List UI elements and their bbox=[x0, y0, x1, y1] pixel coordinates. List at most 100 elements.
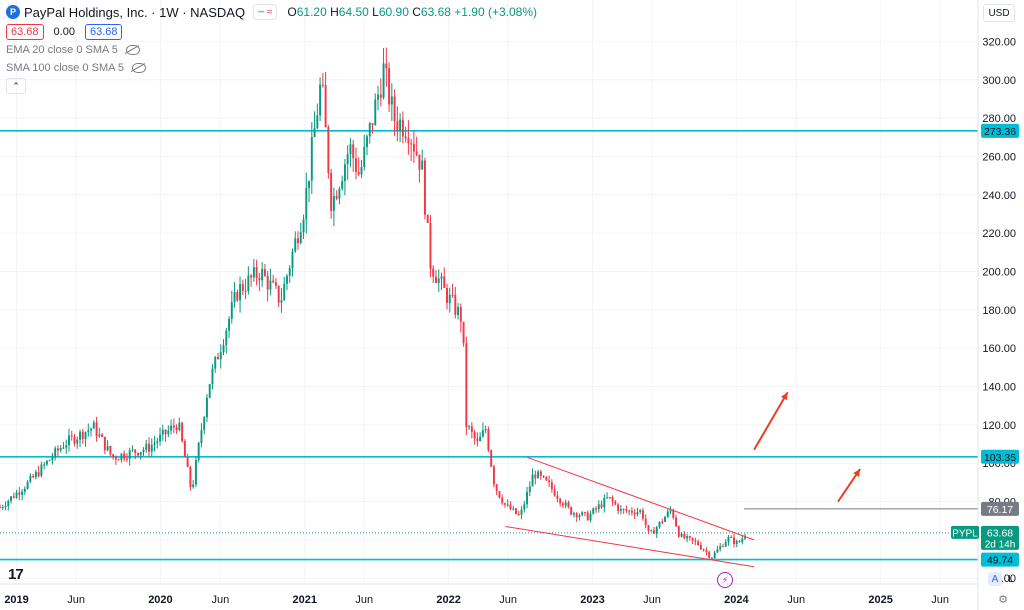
currency-button[interactable]: USD bbox=[983, 4, 1015, 22]
candle bbox=[625, 505, 628, 514]
candle bbox=[457, 303, 460, 320]
candle bbox=[694, 537, 697, 546]
candle bbox=[239, 276, 242, 313]
wedge-trendline[interactable] bbox=[527, 456, 755, 541]
candle bbox=[385, 47, 388, 87]
candle bbox=[388, 62, 391, 113]
candle bbox=[597, 500, 600, 513]
candle bbox=[584, 511, 586, 517]
bid-box[interactable]: 63.68 bbox=[6, 24, 44, 40]
candle bbox=[542, 475, 545, 479]
candle bbox=[134, 449, 137, 460]
candle bbox=[727, 534, 730, 546]
candle bbox=[208, 383, 211, 399]
candle bbox=[506, 499, 509, 507]
candle bbox=[291, 248, 294, 277]
candle bbox=[710, 557, 713, 560]
collapse-legend-button[interactable]: ⌃ bbox=[6, 78, 26, 94]
tradingview-logo[interactable]: 17 bbox=[8, 566, 24, 583]
candle bbox=[396, 106, 399, 142]
candle bbox=[150, 438, 153, 457]
candle bbox=[697, 539, 700, 546]
candle bbox=[294, 231, 297, 253]
candle bbox=[448, 287, 451, 313]
candle bbox=[699, 541, 702, 551]
indicator-ema[interactable]: EMA 20 close 0 SMA 5 bbox=[6, 44, 140, 56]
candle bbox=[4, 501, 7, 511]
candle bbox=[520, 505, 523, 520]
flash-icon[interactable]: ⚡ bbox=[717, 572, 733, 588]
candle bbox=[62, 442, 65, 450]
eye-hidden-icon[interactable] bbox=[132, 63, 147, 73]
candle bbox=[575, 512, 578, 522]
candle bbox=[332, 187, 335, 227]
candle bbox=[73, 433, 76, 447]
candle bbox=[0, 504, 1, 509]
projection-arrow[interactable] bbox=[753, 391, 789, 451]
x-tick-label: Jun bbox=[787, 594, 805, 606]
level-price-label bbox=[981, 501, 1019, 516]
candle bbox=[481, 422, 484, 438]
candle bbox=[346, 145, 349, 180]
candle bbox=[343, 158, 346, 196]
candle bbox=[101, 433, 104, 438]
compare-icon[interactable]: ━ ≈ bbox=[253, 4, 278, 20]
candle bbox=[76, 436, 79, 449]
candle bbox=[244, 278, 247, 300]
candle bbox=[203, 415, 206, 435]
candle bbox=[354, 147, 357, 180]
candle bbox=[250, 273, 253, 287]
candle bbox=[459, 303, 462, 333]
candle bbox=[117, 458, 120, 461]
candle bbox=[159, 427, 162, 446]
candle bbox=[15, 489, 18, 499]
candle bbox=[691, 537, 694, 544]
candle bbox=[528, 481, 531, 497]
auto-scale-button[interactable]: A bbox=[988, 572, 1002, 586]
log-scale-button[interactable]: L bbox=[1008, 573, 1014, 585]
candle bbox=[595, 506, 597, 514]
candle bbox=[492, 464, 495, 488]
candle bbox=[526, 486, 529, 509]
candle bbox=[7, 499, 10, 511]
candle bbox=[280, 287, 283, 313]
candle bbox=[189, 465, 192, 491]
candle bbox=[683, 530, 686, 540]
candle bbox=[125, 453, 128, 463]
ask-box[interactable]: 63.68 bbox=[84, 24, 123, 40]
candle bbox=[288, 264, 291, 284]
eye-hidden-icon[interactable] bbox=[125, 45, 140, 55]
y-tick-label: 280.00 bbox=[982, 113, 1016, 125]
spread-value: 0.00 bbox=[49, 25, 79, 39]
candle bbox=[617, 502, 620, 515]
wedge-trendline[interactable] bbox=[505, 525, 755, 568]
indicator-sma[interactable]: SMA 100 close 0 SMA 5 bbox=[6, 62, 147, 74]
candle bbox=[349, 137, 352, 168]
candle bbox=[258, 272, 261, 292]
projection-arrow[interactable] bbox=[837, 468, 861, 503]
candle bbox=[636, 507, 639, 517]
candle bbox=[139, 451, 142, 460]
candle bbox=[217, 352, 219, 360]
candle bbox=[564, 499, 567, 509]
candle bbox=[586, 510, 589, 521]
candle bbox=[468, 424, 471, 430]
candle bbox=[446, 283, 448, 310]
settings-gear-icon[interactable]: ⚙ bbox=[998, 593, 1008, 606]
y-tick-label: 300.00 bbox=[982, 75, 1016, 87]
x-tick-label: 2020 bbox=[148, 594, 172, 606]
candle bbox=[56, 445, 59, 457]
x-tick-label: 2024 bbox=[724, 594, 749, 606]
x-tick-label: Jun bbox=[67, 594, 85, 606]
symbol-title[interactable]: PayPal Holdings, Inc. · 1W · NASDAQ bbox=[24, 4, 246, 20]
candle bbox=[705, 547, 708, 556]
candle bbox=[269, 268, 272, 296]
candle bbox=[131, 445, 134, 453]
candle bbox=[252, 259, 255, 282]
candle bbox=[153, 435, 156, 452]
candle bbox=[515, 507, 517, 515]
candle bbox=[363, 134, 366, 171]
candle bbox=[79, 429, 81, 448]
candle bbox=[578, 513, 581, 521]
